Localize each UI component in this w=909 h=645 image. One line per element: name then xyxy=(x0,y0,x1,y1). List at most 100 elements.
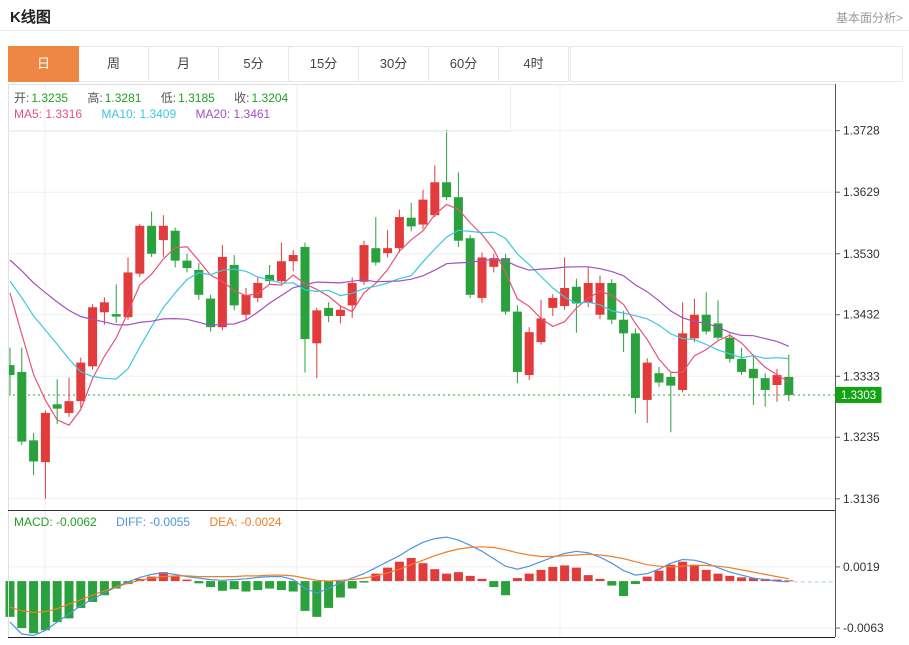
axis-label: 1.3432 xyxy=(843,308,880,322)
candle-body xyxy=(666,376,676,386)
diff-line xyxy=(9,536,789,637)
macd-bar xyxy=(465,575,475,582)
tab-bar-filler xyxy=(570,46,903,82)
macd-bar xyxy=(619,581,629,596)
axis-label: 1.3235 xyxy=(843,430,880,444)
candle-body xyxy=(418,199,428,225)
candle-body xyxy=(158,225,168,241)
tab-week[interactable]: 周 xyxy=(79,46,149,82)
candle-body xyxy=(583,283,593,303)
macd-bar xyxy=(748,578,758,582)
macd-bar xyxy=(501,581,511,596)
candle-body xyxy=(8,365,15,376)
tab-day[interactable]: 日 xyxy=(8,46,79,82)
macd-bar xyxy=(206,581,216,588)
candle-body xyxy=(359,245,369,282)
ohlc-close: 收: 1.3204 xyxy=(234,91,289,105)
candle-body xyxy=(748,368,758,379)
ma20-line xyxy=(9,258,790,347)
macd-bar xyxy=(276,581,286,591)
candle-body xyxy=(536,318,546,343)
chart-area: 1.3728 1.3629 1.3530 1.3432 1.3333 1.3235 1.31… xyxy=(0,84,909,638)
axis-label: 1.3728 xyxy=(843,124,880,138)
candle-body xyxy=(737,358,747,372)
fundamental-analysis-link[interactable]: 基本面分析> xyxy=(835,11,903,25)
candle-body xyxy=(135,225,145,274)
candle-body xyxy=(64,401,74,413)
candle-body xyxy=(253,283,263,298)
macd-bar xyxy=(489,581,499,588)
candle-body xyxy=(477,257,487,298)
tab-month[interactable]: 月 xyxy=(149,46,219,82)
macd-bar xyxy=(170,576,180,582)
candle-body xyxy=(276,261,286,282)
axis-label: 1.3136 xyxy=(843,492,880,506)
macd-bar xyxy=(442,573,452,582)
macd-bar xyxy=(406,557,416,582)
candle-body xyxy=(595,283,605,315)
macd-bar xyxy=(772,579,782,582)
macd-bar xyxy=(394,561,404,582)
candle-body xyxy=(524,332,534,376)
macd-bar xyxy=(784,580,794,582)
macd-bar xyxy=(642,576,652,582)
macd-bar xyxy=(371,573,381,582)
kline-chart-canvas[interactable]: 1.3728 1.3629 1.3530 1.3432 1.3333 1.3235 1.31… xyxy=(0,84,909,638)
candle-body xyxy=(229,264,239,306)
macd-bar xyxy=(701,569,711,582)
tab-4hour[interactable]: 4时 xyxy=(499,46,569,82)
candle-body xyxy=(630,333,640,399)
candle-body xyxy=(52,404,62,409)
candle-body xyxy=(123,272,133,318)
candle-body xyxy=(654,373,664,383)
candle-body xyxy=(571,286,581,304)
tab-30min[interactable]: 30分 xyxy=(359,46,429,82)
macd-bar xyxy=(571,567,581,582)
macd-bar xyxy=(512,578,522,582)
macd-bar xyxy=(241,581,251,592)
candle-body xyxy=(170,230,180,261)
macd-bar xyxy=(453,572,463,582)
candle-body xyxy=(442,182,452,198)
candle-body xyxy=(88,307,98,367)
candle-body xyxy=(642,362,652,400)
candle-body xyxy=(619,319,629,334)
macd-bar xyxy=(123,581,133,585)
macd-bar xyxy=(359,581,369,583)
candle-body xyxy=(607,283,617,320)
macd-bar xyxy=(630,581,640,585)
macd-bar xyxy=(40,581,50,631)
macd-bar xyxy=(88,581,98,602)
ma-info: MA5: 1.3316 MA10: 1.3409 MA20: 1.3461 xyxy=(14,107,286,121)
candle-body xyxy=(182,260,192,269)
ma20-value: MA20: 1.3461 xyxy=(195,107,271,121)
macd-bar xyxy=(253,581,263,591)
candle-body xyxy=(111,314,121,317)
macd-bar xyxy=(607,581,617,586)
macd-bar xyxy=(182,579,192,582)
macd-bar xyxy=(229,581,239,590)
macd-info: MACD: -0.0062 DIFF: -0.0055 DEA: -0.0024 xyxy=(14,515,298,529)
candle-body xyxy=(29,440,39,462)
macd-bar xyxy=(64,581,74,619)
macd-bar xyxy=(548,566,558,582)
dea-value: DEA: -0.0024 xyxy=(209,515,282,529)
tab-5min[interactable]: 5分 xyxy=(219,46,289,82)
macd-bar xyxy=(147,576,157,582)
macd-bar xyxy=(111,581,121,589)
ohlc-open: 开: 1.3235 xyxy=(14,91,69,105)
candle-body xyxy=(772,375,782,385)
candle-body xyxy=(548,297,558,308)
macd-bar xyxy=(288,581,298,592)
macd-bar xyxy=(99,581,109,596)
tab-15min[interactable]: 15分 xyxy=(289,46,359,82)
dea-line xyxy=(9,546,789,614)
header-divider xyxy=(0,30,909,31)
candle-body xyxy=(300,246,310,339)
candle-body xyxy=(394,217,404,249)
candle-body xyxy=(76,362,86,402)
macd-bar xyxy=(524,573,534,582)
candle-body xyxy=(147,225,157,254)
macd-bar xyxy=(560,565,570,582)
tab-60min[interactable]: 60分 xyxy=(429,46,499,82)
